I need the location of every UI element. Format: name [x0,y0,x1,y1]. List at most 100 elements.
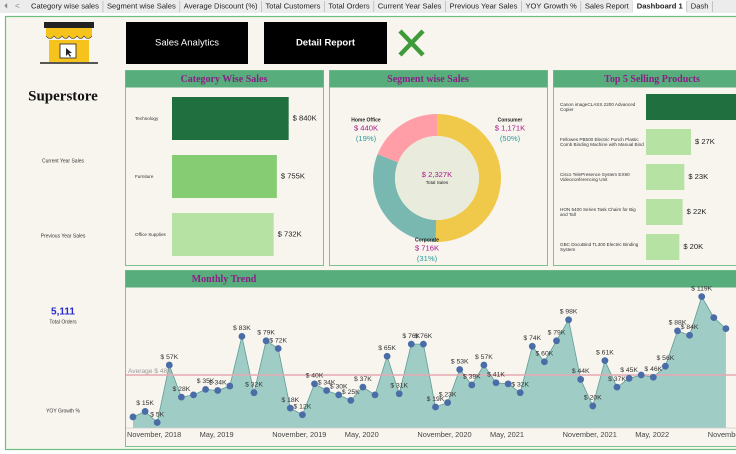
category-label-box: GBC DocuBind TL300 Electric Binding Syst… [560,241,639,252]
trend-point [686,331,693,339]
logo-scallops [45,35,93,39]
point-label: $ 35K [197,378,215,385]
point-label: $ 98K [560,309,578,316]
close-stroke[interactable] [398,29,425,57]
trend-point [395,390,403,398]
x-tick-label: November, 2022 [708,430,736,439]
x-tick-label: May, 2021 [490,430,524,439]
tab-scroll-left[interactable]: ⏴ [4,2,8,11]
bar [172,97,289,140]
tab-background[interactable] [632,0,687,13]
trend-point [613,383,621,391]
trend-point [722,325,730,333]
detail-report-button[interactable] [264,22,387,64]
category-label-box: Cisco TelePresence System EX90 Videoconf… [560,172,630,182]
point-label: $ 25K [342,389,360,396]
trend-point [165,361,173,369]
trend-point [662,362,669,370]
bar [172,213,274,256]
segment-name: Consumer [498,117,523,123]
x-tick-label: May, 2022 [635,430,669,439]
trend-point [637,371,645,379]
point-label: $ 79K [257,330,275,337]
detail-report-button-label[interactable]: Detail Report [296,38,356,49]
tab-group: ⏴ < Category wise sales Segment wise Sale… [4,0,713,13]
logo-roof [44,22,94,28]
point-label: $ 19K [427,396,445,403]
trend-point [214,387,222,394]
trend-area [133,296,726,428]
point-label: $ 32K [511,381,529,388]
trend-point [178,393,185,401]
category-label: Technology [135,115,159,121]
point-label: $ 37K [608,376,626,383]
tab-label[interactable]: Category wise sales [31,2,99,11]
point-label: $ 57K [160,354,178,361]
trend-point [698,293,706,301]
point-label: $ 40K [306,373,324,380]
bar [646,94,736,120]
bar-value-label: $ 20K [683,242,703,251]
trend-point [129,413,137,421]
tab-label[interactable]: Dashboard 1 [637,2,684,11]
current-year-sales-label: Current Year Sales [42,158,84,164]
bar [646,164,685,190]
point-label: $ 34K [209,379,227,386]
sales-analytics-button[interactable] [126,22,248,64]
bar-value-label: $ 732K [278,230,302,239]
logo-awning [46,28,92,36]
point-label: $ 57K [475,354,493,361]
point-label: $ 45K [620,367,638,374]
segment-share: (19%) [356,134,377,143]
trend-point [335,391,343,399]
point-label: $ 30K [330,384,348,391]
trend-point [492,379,500,387]
point-label: $ 12K [294,404,312,411]
close-icon[interactable] [398,29,425,57]
tab-label[interactable]: YOY Growth % [525,2,577,11]
point-label: $ 39K [463,374,481,381]
panel-header [125,270,736,288]
segment-value: $ 1,171K [495,124,525,133]
trend-point [444,399,451,407]
total-title: Total Sales [426,180,449,185]
category-label: HON 5400 Series Task Chairs for Big and … [560,206,636,217]
bar [646,234,680,260]
donut-slice [377,114,437,163]
bar-value-label: $ 23K [688,172,708,181]
trend-point [274,345,282,352]
tab-label[interactable]: Average Discount (%) [184,2,258,11]
panel-title: Category Wise Sales [181,74,268,85]
tab-label[interactable]: Sales Report [585,2,630,11]
tab-label[interactable]: Total Customers [266,2,321,11]
total-orders-label: Total Orders [49,319,77,325]
category-label-box: Canon imageCLASS 2200 Advanced Copier [560,101,636,112]
tab-label[interactable]: Current Year Sales [378,2,442,11]
trend-point [383,352,391,360]
point-label: $ 44K [572,368,590,375]
point-label: $ 18K [281,397,299,404]
segment-share: (31%) [417,254,438,263]
tab-label[interactable]: Total Orders [328,2,370,11]
category-label: Canon imageCLASS 2200 Advanced Copier [560,101,636,112]
point-label: $ 65K [378,345,396,352]
point-label: $ 34K [318,379,336,386]
bar-value-label: $ 840K [293,114,317,123]
category-label: GBC DocuBind TL300 Electric Binding Syst… [560,241,639,252]
bar [646,129,691,155]
trend-point [371,391,379,399]
trend-point [589,402,597,410]
tab-label[interactable]: Segment wise Sales [107,2,176,11]
point-label: $ 83K [233,325,251,332]
x-tick-label: November, 2019 [272,430,326,439]
trend-point [577,376,585,383]
point-label: $ 72K [269,337,287,344]
tab-label[interactable]: Dash [691,2,709,11]
point-label: $ 31K [390,383,408,390]
trend-point [311,380,318,388]
trend-point [528,342,536,350]
sales-analytics-button-label[interactable]: Sales Analytics [155,38,219,49]
tab-label[interactable]: Previous Year Sales [449,2,517,11]
tab-scroll-left-one[interactable]: < [15,2,20,11]
